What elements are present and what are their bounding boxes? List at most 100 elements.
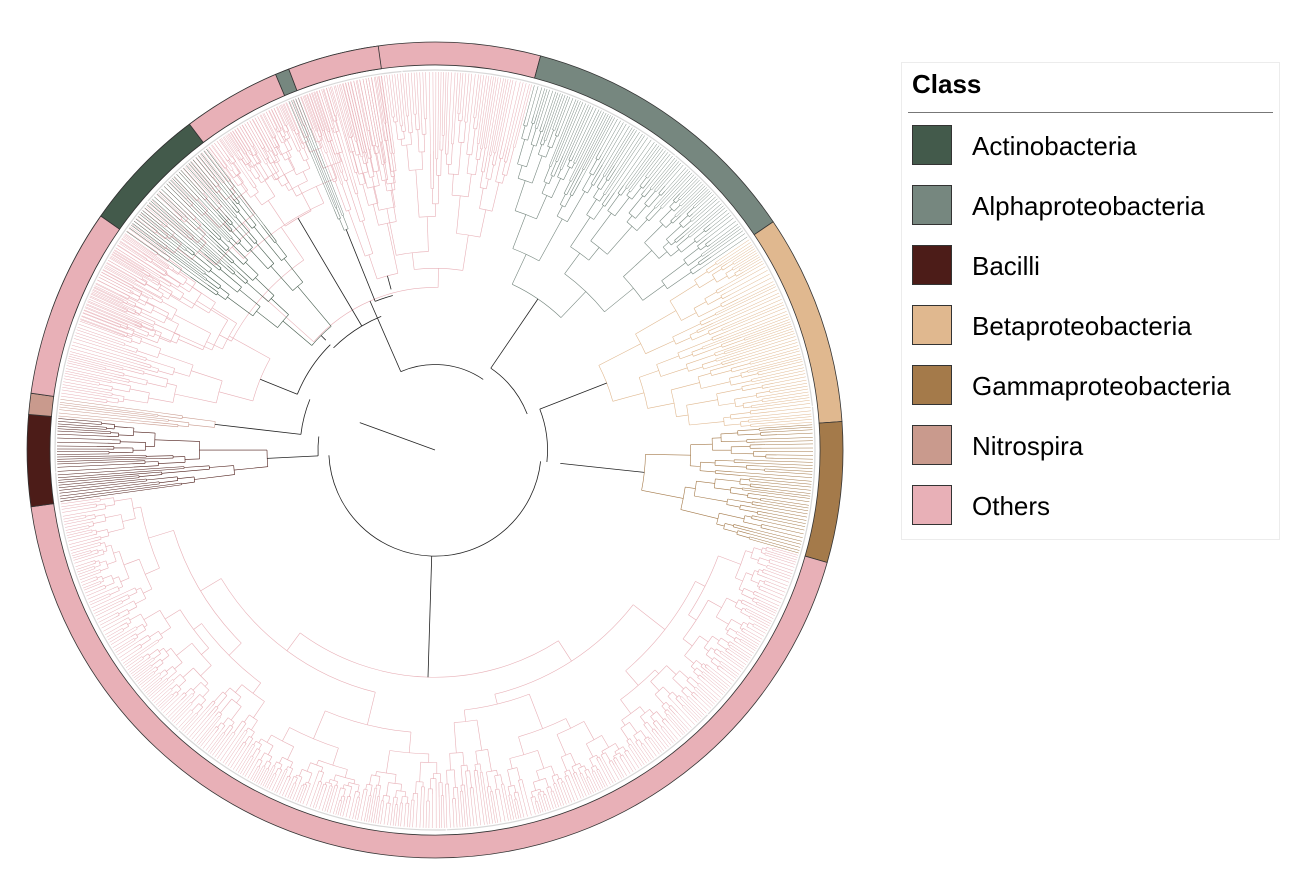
leaf-branch bbox=[757, 592, 781, 604]
leaf-branch bbox=[666, 715, 684, 736]
internal-branch bbox=[466, 154, 470, 174]
leaf-branch bbox=[404, 73, 409, 116]
internal-branch bbox=[263, 224, 277, 242]
internal-branch bbox=[227, 265, 235, 273]
leaf-branch bbox=[129, 227, 209, 286]
leaf-branch bbox=[65, 368, 123, 382]
leaf-branch bbox=[441, 72, 444, 136]
internal-branch bbox=[700, 245, 707, 251]
internal-branch bbox=[495, 158, 502, 182]
internal-branch bbox=[151, 226, 158, 232]
backbone-arc bbox=[296, 344, 331, 395]
backbone-arc bbox=[490, 367, 528, 415]
leaf-branch bbox=[145, 206, 164, 222]
internal-branch bbox=[132, 287, 143, 293]
clade-arc bbox=[241, 684, 265, 702]
clade-arc bbox=[218, 285, 222, 289]
leaf-branch bbox=[123, 235, 160, 261]
internal-branch bbox=[339, 218, 345, 231]
clade-arc bbox=[236, 210, 240, 213]
internal-branch bbox=[670, 249, 680, 257]
internal-branch bbox=[458, 120, 461, 143]
leaf-branch bbox=[742, 459, 813, 463]
leaf-branch bbox=[760, 497, 809, 506]
leaf-branch bbox=[683, 704, 700, 721]
internal-branch bbox=[472, 787, 474, 794]
leaf-branch bbox=[237, 127, 251, 150]
internal-branch bbox=[583, 721, 595, 740]
leaf-branch bbox=[694, 192, 712, 209]
leaf-branch bbox=[286, 102, 299, 130]
leaf-branch bbox=[292, 99, 304, 126]
leaf-branch bbox=[598, 768, 608, 787]
internal-branch bbox=[191, 694, 201, 704]
internal-branch bbox=[703, 663, 706, 666]
clade-arc bbox=[202, 333, 211, 350]
leaf-branch bbox=[195, 157, 233, 202]
clade-arc bbox=[228, 240, 231, 243]
internal-branch bbox=[711, 647, 716, 651]
leaf-branch bbox=[768, 488, 811, 494]
leaf-branch bbox=[103, 619, 125, 632]
internal-branch bbox=[620, 728, 629, 740]
internal-branch bbox=[153, 231, 156, 234]
internal-branch bbox=[724, 423, 741, 426]
internal-branch bbox=[152, 279, 162, 286]
internal-branch bbox=[95, 552, 99, 554]
internal-branch bbox=[445, 130, 447, 155]
leaf-branch bbox=[770, 485, 811, 491]
internal-branch bbox=[752, 515, 758, 517]
internal-branch bbox=[584, 770, 588, 778]
clade-arc bbox=[97, 549, 99, 553]
leaf-branch bbox=[765, 552, 797, 563]
internal-branch bbox=[414, 114, 417, 130]
internal-branch bbox=[137, 320, 154, 328]
internal-branch bbox=[218, 214, 233, 230]
clade-arc bbox=[409, 169, 423, 171]
internal-branch bbox=[613, 758, 617, 765]
internal-branch bbox=[464, 784, 466, 794]
leaf-branch bbox=[58, 475, 139, 483]
leaf-branch bbox=[178, 171, 219, 216]
leaf-branch bbox=[755, 532, 802, 545]
internal-branch bbox=[122, 307, 128, 310]
leaf-branch bbox=[470, 793, 475, 827]
internal-branch bbox=[146, 301, 169, 314]
clade-arc bbox=[626, 221, 638, 231]
leaf-branch bbox=[129, 226, 166, 253]
leaf-branch bbox=[697, 684, 717, 703]
leaf-branch bbox=[127, 658, 144, 671]
leaf-branch bbox=[739, 640, 756, 651]
leaf-branch bbox=[58, 474, 130, 481]
clade-arc bbox=[117, 398, 119, 404]
internal-branch bbox=[754, 570, 759, 573]
leaf-branch bbox=[647, 152, 669, 179]
leaf-branch bbox=[419, 72, 422, 123]
internal-branch bbox=[465, 771, 468, 788]
leaf-branch bbox=[602, 122, 624, 159]
internal-branch bbox=[647, 736, 650, 739]
clade-arc bbox=[449, 752, 463, 754]
internal-branch bbox=[656, 355, 680, 365]
leaf-branch bbox=[63, 514, 86, 520]
leaf-branch bbox=[710, 223, 739, 245]
clade-arc bbox=[164, 234, 169, 240]
leaf-branch bbox=[378, 76, 387, 123]
internal-branch bbox=[681, 690, 688, 698]
internal-branch bbox=[701, 320, 711, 326]
leaf-branch bbox=[59, 406, 169, 420]
internal-branch bbox=[171, 684, 177, 690]
leaf-branch bbox=[525, 85, 535, 117]
leaf-branch bbox=[397, 73, 403, 126]
clade-arc bbox=[252, 306, 261, 317]
internal-branch bbox=[277, 161, 289, 183]
internal-branch bbox=[216, 209, 231, 226]
legend-swatch-nitrospira bbox=[912, 425, 952, 465]
internal-branch bbox=[255, 277, 275, 296]
internal-branch bbox=[207, 284, 219, 293]
internal-branch bbox=[608, 168, 617, 181]
internal-branch bbox=[620, 187, 627, 196]
internal-branch bbox=[539, 789, 542, 792]
leaf-branch bbox=[760, 600, 779, 610]
internal-branch bbox=[173, 371, 190, 377]
